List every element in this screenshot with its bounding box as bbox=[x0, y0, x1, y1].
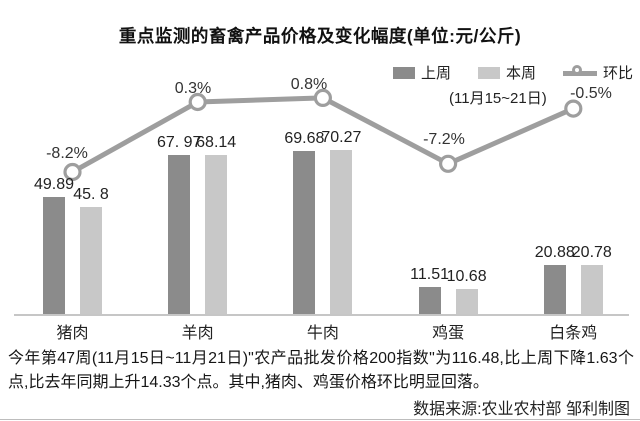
bar-this-week-白条鸡 bbox=[580, 265, 603, 314]
wow-label-猪肉: -8.2% bbox=[46, 145, 88, 162]
x-axis-line bbox=[14, 314, 629, 316]
value-label-last-week-牛肉: 69.68 bbox=[284, 130, 325, 148]
bar-this-week-鸡蛋 bbox=[455, 289, 478, 314]
bar-last-week-牛肉 bbox=[293, 151, 316, 314]
line-marker-circle bbox=[572, 64, 583, 75]
value-label-last-week-猪肉: 49.89 bbox=[33, 176, 75, 194]
legend: 上周 本周 环比 bbox=[393, 62, 633, 83]
value-label-this-week-牛肉: 70.27 bbox=[321, 128, 362, 146]
category-label-羊肉: 羊肉 bbox=[181, 325, 214, 342]
this-week-swatch-icon bbox=[478, 66, 501, 79]
bar-last-week-鸡蛋 bbox=[418, 287, 441, 314]
bar-this-week-牛肉 bbox=[330, 149, 353, 314]
category-label-白条鸡: 白条鸡 bbox=[549, 325, 598, 342]
bottom-divider bbox=[0, 419, 640, 420]
legend-label-this-week: 本周 bbox=[506, 65, 537, 82]
bar-last-week-羊肉 bbox=[168, 155, 191, 314]
wow-label-牛肉: 0.8% bbox=[290, 76, 328, 93]
legend-item-last-week: 上周 bbox=[393, 62, 451, 83]
bar-this-week-羊肉 bbox=[205, 154, 228, 314]
value-label-last-week-白条鸡: 20.88 bbox=[534, 244, 575, 262]
value-label-last-week-鸡蛋: 11.51 bbox=[410, 266, 450, 284]
wow-label-白条鸡: -0.5% bbox=[570, 85, 612, 102]
footer-source: 数据来源:农业农村部 邹利制图 bbox=[413, 401, 630, 418]
value-label-this-week-猪肉: 45. 8 bbox=[73, 186, 109, 203]
wow-label-羊肉: 0.3% bbox=[174, 80, 212, 97]
bar-this-week-猪肉 bbox=[80, 207, 102, 314]
legend-item-wow: 环比 bbox=[563, 62, 633, 83]
last-week-swatch-icon bbox=[393, 66, 415, 79]
value-label-this-week-羊肉: 68.14 bbox=[196, 133, 237, 151]
chart-title: 重点监测的畜禽产品价格及变化幅度(单位:元/公斤) bbox=[118, 26, 522, 46]
wow-point bbox=[564, 99, 583, 118]
bar-last-week-猪肉 bbox=[43, 197, 65, 314]
value-label-last-week-羊肉: 67. 97 bbox=[156, 134, 202, 152]
wow-label-鸡蛋: -7.2% bbox=[423, 131, 465, 148]
bar-last-week-白条鸡 bbox=[543, 265, 566, 314]
category-label-牛肉: 牛肉 bbox=[306, 325, 339, 342]
legend-label-last-week: 上周 bbox=[421, 65, 452, 82]
value-label-this-week-鸡蛋: 10.68 bbox=[446, 268, 487, 286]
wow-point bbox=[439, 154, 458, 173]
value-label-this-week-白条鸡: 20.78 bbox=[571, 244, 612, 262]
legend-item-this-week: 本周 bbox=[478, 62, 536, 83]
legend-label-wow: 环比 bbox=[603, 65, 634, 82]
category-label-猪肉: 猪肉 bbox=[56, 325, 89, 342]
footer-paragraph: 今年第47周(11月15日~11月21日)"农产品批发价格200指数"为116.… bbox=[8, 350, 634, 391]
line-marker-icon bbox=[563, 64, 598, 81]
category-label-鸡蛋: 鸡蛋 bbox=[432, 325, 465, 342]
